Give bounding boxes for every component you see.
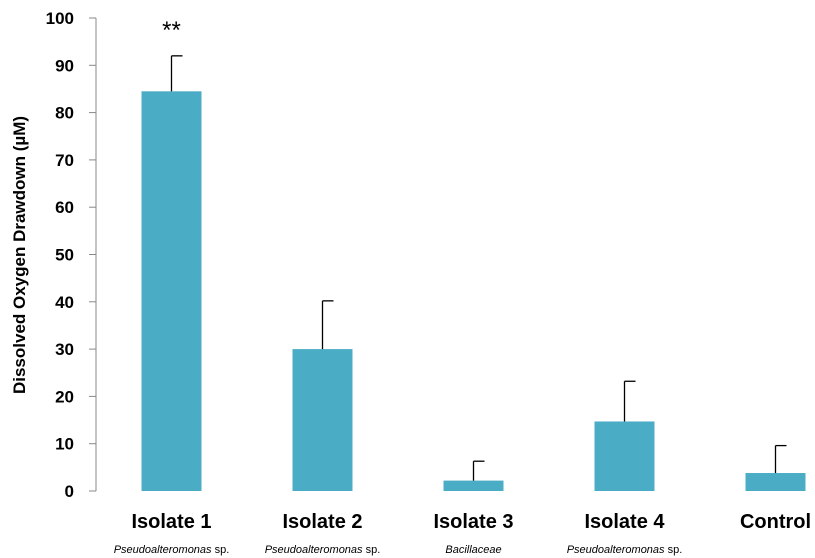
y-axis-label-group: Dissolved Oxygen Drawdown (µM) — [10, 116, 29, 394]
y-tick-label: 40 — [55, 293, 74, 312]
x-tick-sublabel: Pseudoalteromonas sp. — [265, 544, 381, 556]
x-tick-label: Isolate 3 — [433, 511, 513, 533]
y-ticks: 0 10 20 30 40 50 60 70 80 90 100 — [46, 9, 96, 501]
x-tick-labels: Isolate 1 Pseudoalteromonas sp. Isolate 2 P… — [114, 511, 811, 556]
x-tick-label: Isolate 2 — [282, 511, 362, 533]
annotations: ** — [162, 17, 181, 44]
y-tick-label: 10 — [55, 435, 74, 454]
y-tick-label: 80 — [55, 104, 74, 123]
x-tick-sublabel: Pseudoalteromonas sp. — [114, 544, 230, 556]
y-tick-label: 90 — [55, 56, 74, 75]
y-axis-label: Dissolved Oxygen Drawdown (µM) — [10, 116, 29, 394]
bar — [141, 91, 202, 491]
y-tick-label: 60 — [55, 198, 74, 217]
error-bars — [170, 55, 787, 481]
y-tick-label: 20 — [55, 387, 74, 406]
bar — [594, 421, 655, 491]
x-tick-sublabel: Bacillaceae — [445, 544, 501, 556]
x-tick-label: Isolate 1 — [131, 511, 211, 533]
y-tick-label: 50 — [55, 246, 74, 265]
significance-annotation: ** — [162, 17, 181, 44]
y-tick-label: 30 — [55, 340, 74, 359]
bar — [745, 473, 806, 491]
bar — [443, 480, 504, 491]
y-tick-label: 100 — [46, 9, 74, 28]
y-tick-label: 70 — [55, 151, 74, 170]
x-tick-label: Isolate 4 — [584, 511, 665, 533]
y-tick-label: 0 — [65, 482, 74, 501]
bar — [292, 349, 353, 491]
x-tick-sublabel: Pseudoalteromonas sp. — [567, 544, 683, 556]
bars — [141, 91, 806, 491]
x-tick-label: Control — [740, 511, 811, 533]
